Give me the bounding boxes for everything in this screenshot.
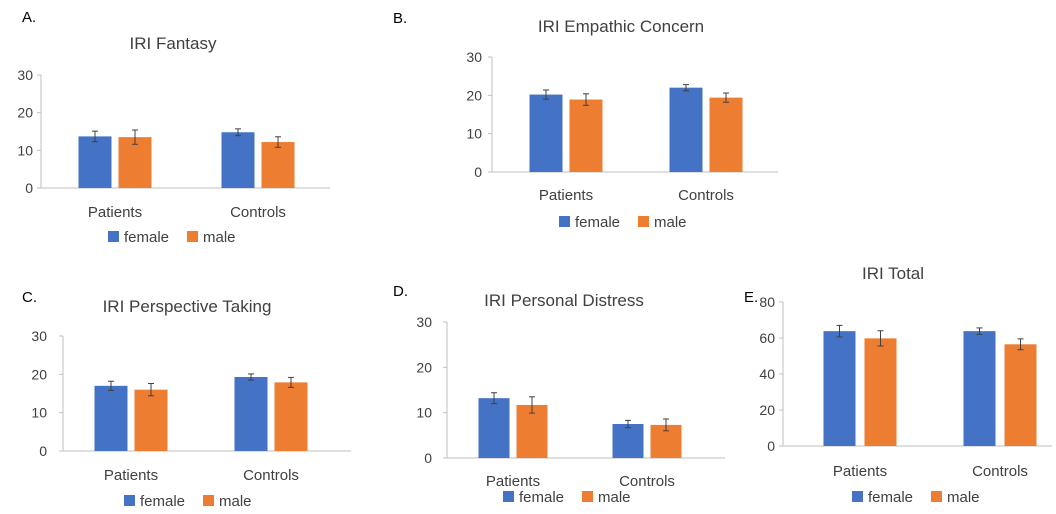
- legend-label: male: [947, 489, 980, 506]
- bar-male: [569, 99, 603, 172]
- legend-label: female: [519, 489, 564, 506]
- y-tick-label: 80: [759, 294, 775, 310]
- bar-female: [221, 132, 255, 188]
- x-category-label: Controls: [230, 204, 286, 221]
- chart-title: IRI Empathic Concern: [538, 17, 704, 36]
- y-tick-label: 0: [767, 438, 775, 454]
- y-tick-label: 30: [416, 314, 432, 330]
- legend-swatch-female: [559, 216, 570, 227]
- legend-swatch-female: [124, 495, 135, 506]
- y-tick-label: 20: [759, 402, 775, 418]
- y-tick-label: 20: [466, 87, 482, 103]
- bar-female: [478, 398, 510, 458]
- chart-title: IRI Perspective Taking: [103, 297, 272, 316]
- legend-swatch-female: [852, 491, 863, 502]
- legend-swatch-male: [187, 231, 198, 242]
- x-category-label: Controls: [678, 187, 734, 204]
- legend: female male: [559, 214, 687, 231]
- legend: female male: [852, 489, 980, 506]
- panel-label: B.: [393, 10, 407, 27]
- bar-female: [669, 87, 703, 172]
- x-category-label: Patients: [88, 204, 142, 221]
- y-tick-label: 10: [416, 405, 432, 421]
- legend: female male: [124, 493, 252, 510]
- legend-label: male: [203, 229, 236, 246]
- x-category-label: Controls: [972, 463, 1028, 480]
- legend-swatch-male: [203, 495, 214, 506]
- chart-e: E. IRI Total 0 20 40 60 80 Patients Controls fema…: [744, 264, 1052, 506]
- panel-label: E.: [744, 289, 758, 306]
- bar-male: [864, 338, 897, 446]
- legend-label: female: [124, 229, 169, 246]
- chart-a: A. IRI Fantasy 0 10 20 30 Patients Controls fema…: [17, 9, 330, 246]
- bar-female: [823, 331, 856, 446]
- legend-swatch-male: [582, 491, 593, 502]
- y-tick-label: 10: [466, 126, 482, 142]
- bar-female: [234, 377, 268, 451]
- bar-male: [134, 389, 168, 451]
- legend-swatch-male: [931, 491, 942, 502]
- y-tick-label: 0: [39, 443, 47, 459]
- bar-male: [274, 382, 308, 451]
- chart-c: C. IRI Perspective Taking 0 10 20 30 Patients C…: [22, 289, 351, 510]
- y-tick-label: 30: [466, 49, 482, 65]
- bar-female: [612, 424, 644, 458]
- panel-label: D.: [393, 283, 408, 300]
- x-category-label: Controls: [243, 467, 299, 484]
- x-category-label: Patients: [539, 187, 593, 204]
- bar-female: [94, 385, 128, 451]
- chart-d: D. IRI Personal Distress 0 10 20 30 Patients Co…: [393, 283, 725, 506]
- y-tick-label: 0: [25, 180, 33, 196]
- legend-swatch-male: [638, 216, 649, 227]
- panel-label: A.: [22, 9, 36, 26]
- chart-b: B. IRI Empathic Concern 0 10 20 30 Patients Con…: [393, 10, 778, 231]
- legend: female male: [503, 489, 631, 506]
- legend-swatch-female: [503, 491, 514, 502]
- bar-male: [1004, 344, 1037, 446]
- legend-swatch-female: [108, 231, 119, 242]
- legend-label: female: [868, 489, 913, 506]
- y-tick-label: 30: [31, 328, 47, 344]
- y-tick-label: 0: [424, 450, 432, 466]
- bar-male: [261, 142, 295, 188]
- panel-label: C.: [22, 289, 37, 306]
- chart-title: IRI Fantasy: [130, 34, 217, 53]
- y-tick-label: 10: [17, 142, 33, 158]
- legend-label: male: [654, 214, 687, 231]
- chart-title: IRI Personal Distress: [484, 291, 644, 310]
- bar-female: [529, 94, 563, 172]
- legend-label: male: [219, 493, 252, 510]
- legend: female male: [108, 229, 236, 246]
- chart-title: IRI Total: [862, 264, 924, 283]
- x-category-label: Patients: [486, 473, 540, 490]
- bar-female: [963, 331, 996, 446]
- bar-male: [709, 97, 743, 172]
- y-tick-label: 20: [31, 366, 47, 382]
- bar-female: [78, 136, 112, 188]
- bar-male: [516, 404, 548, 458]
- x-category-label: Patients: [833, 463, 887, 480]
- legend-label: male: [598, 489, 631, 506]
- y-tick-label: 20: [17, 105, 33, 121]
- y-tick-label: 30: [17, 67, 33, 83]
- y-tick-label: 20: [416, 359, 432, 375]
- y-tick-label: 0: [474, 164, 482, 180]
- legend-label: female: [140, 493, 185, 510]
- bar-male: [118, 137, 152, 188]
- x-category-label: Controls: [619, 473, 675, 490]
- y-tick-label: 60: [759, 330, 775, 346]
- x-category-label: Patients: [104, 467, 158, 484]
- legend-label: female: [575, 214, 620, 231]
- y-tick-label: 40: [759, 366, 775, 382]
- y-tick-label: 10: [31, 405, 47, 421]
